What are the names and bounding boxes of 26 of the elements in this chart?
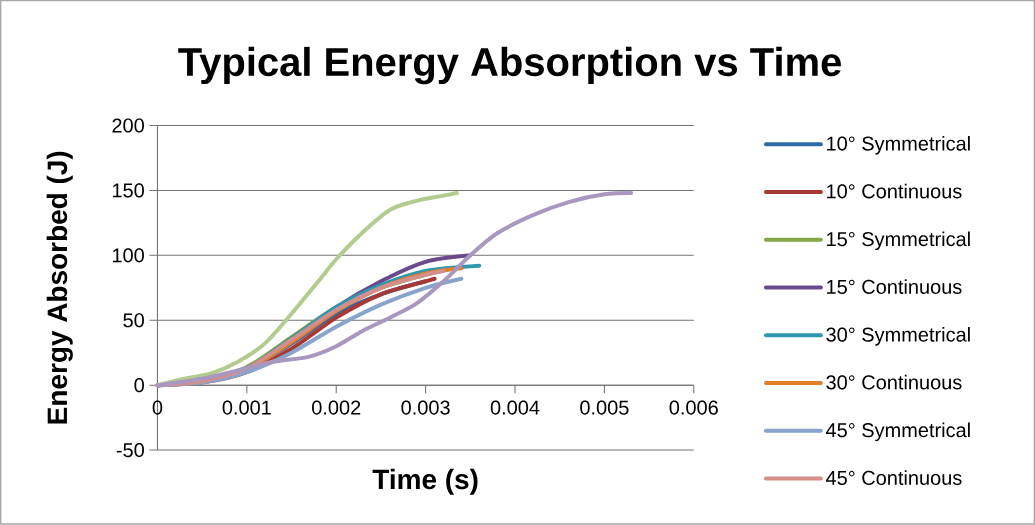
y-tick-label: 200 xyxy=(112,118,144,133)
x-tick-label: 0.001 xyxy=(222,400,271,415)
chart-title: Typical Energy Absorption vs Time xyxy=(178,47,841,85)
legend-label: 30° Symmetrical xyxy=(826,327,970,346)
x-tick-label: 0.003 xyxy=(401,400,450,415)
legend-label: 15° Symmetrical xyxy=(827,231,970,251)
x-tick-label: 0.002 xyxy=(312,400,361,415)
y-tick-label: 0 xyxy=(134,378,144,393)
legend-label: 45° Symmetrical xyxy=(825,422,970,442)
line-series xyxy=(155,191,459,388)
x-tick-label: 0.004 xyxy=(490,400,540,415)
y-tick-label: 100 xyxy=(112,248,144,263)
legend-label: 10° Continuous xyxy=(827,183,962,199)
x-tick-label: 0 xyxy=(152,400,163,415)
legend-label: 45° Continuous xyxy=(825,470,962,486)
legend-label: 15° Continuous xyxy=(827,279,962,295)
y-tick-label: 50 xyxy=(123,313,144,328)
x-axis-title: Time (s) xyxy=(372,468,478,496)
legend-label: 10° Symmetrical xyxy=(827,136,970,155)
y-tick-label: 150 xyxy=(112,183,144,198)
y-axis-title: Energy Absorbed (J) xyxy=(46,151,73,424)
x-tick-label: 0.006 xyxy=(669,400,718,415)
line-series xyxy=(155,191,634,388)
legend-label: 30° Continuous xyxy=(826,374,962,390)
y-tick-label: -50 xyxy=(116,443,144,458)
x-tick-label: 0.005 xyxy=(580,400,629,415)
